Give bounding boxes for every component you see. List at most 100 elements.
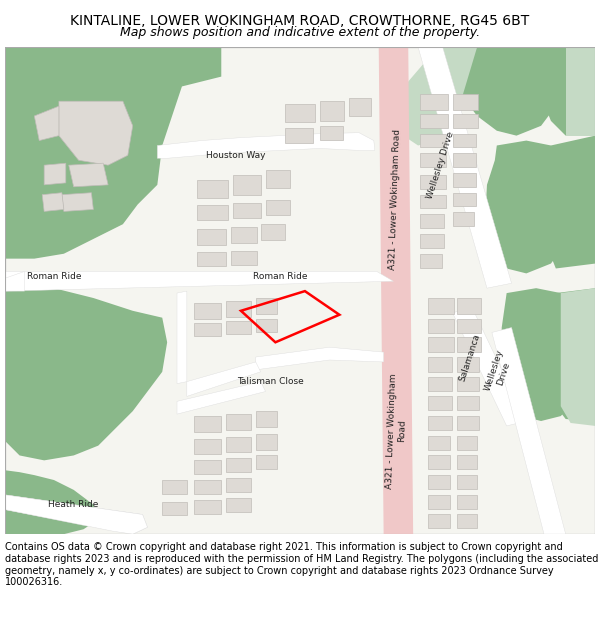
Bar [194, 416, 221, 432]
Bar [420, 114, 448, 128]
Polygon shape [157, 132, 375, 158]
Bar [226, 437, 251, 452]
Bar [452, 173, 476, 187]
Bar [452, 94, 478, 110]
Bar [197, 252, 226, 266]
Text: Roman Ride: Roman Ride [253, 272, 308, 281]
Polygon shape [546, 136, 595, 269]
Polygon shape [5, 495, 148, 534]
Bar [162, 480, 187, 494]
Polygon shape [398, 47, 477, 146]
Polygon shape [5, 495, 148, 534]
Bar [457, 319, 481, 333]
Polygon shape [457, 47, 556, 136]
Polygon shape [177, 291, 187, 384]
Bar [457, 396, 479, 410]
Bar [162, 502, 187, 516]
Bar [420, 134, 446, 148]
Polygon shape [418, 47, 512, 288]
Bar [226, 478, 251, 492]
Bar [226, 301, 251, 317]
Bar [256, 434, 277, 449]
Text: Map shows position and indicative extent of the property.: Map shows position and indicative extent… [120, 26, 480, 39]
Bar [457, 416, 479, 430]
Bar [428, 495, 449, 509]
Polygon shape [5, 283, 167, 461]
Bar [452, 134, 476, 148]
Polygon shape [69, 163, 108, 187]
Bar [452, 153, 476, 167]
Polygon shape [452, 308, 526, 426]
Bar [226, 498, 251, 511]
Text: A321 - Lower Wokingham
Road: A321 - Lower Wokingham Road [385, 372, 408, 489]
Bar [285, 104, 315, 122]
Bar [457, 456, 477, 469]
Bar [420, 175, 446, 189]
Bar [266, 170, 290, 187]
Bar [194, 500, 221, 514]
Bar [197, 180, 228, 198]
Text: Houston Way: Houston Way [206, 151, 266, 160]
Bar [428, 436, 449, 449]
Bar [452, 114, 478, 128]
Bar [226, 458, 251, 472]
Bar [420, 94, 448, 110]
Bar [194, 480, 221, 494]
Polygon shape [379, 47, 413, 534]
Bar [428, 338, 454, 352]
Text: Contains OS data © Crown copyright and database right 2021. This information is : Contains OS data © Crown copyright and d… [5, 542, 598, 588]
Polygon shape [177, 382, 266, 414]
Bar [420, 153, 446, 167]
Bar [194, 439, 221, 454]
Polygon shape [5, 470, 98, 534]
Polygon shape [551, 288, 595, 421]
Polygon shape [5, 47, 221, 259]
Bar [233, 175, 260, 194]
Bar [428, 416, 452, 430]
Bar [428, 357, 452, 372]
Bar [194, 303, 221, 319]
Bar [256, 456, 277, 469]
Bar [428, 456, 449, 469]
Bar [194, 461, 221, 474]
Bar [428, 396, 452, 410]
Bar [428, 514, 449, 528]
Polygon shape [62, 192, 94, 211]
Bar [226, 414, 251, 430]
Text: Wellesley Drive: Wellesley Drive [425, 131, 456, 200]
Bar [420, 234, 443, 248]
Bar [349, 98, 371, 116]
Bar [457, 436, 477, 449]
Bar [320, 126, 343, 139]
Text: Wellesley
Drive: Wellesley Drive [483, 348, 515, 395]
Polygon shape [5, 271, 25, 291]
Bar [266, 199, 290, 216]
Text: Salamanca: Salamanca [457, 332, 481, 382]
Bar [457, 298, 481, 314]
Bar [231, 251, 257, 264]
Bar [428, 319, 454, 333]
Bar [457, 338, 481, 352]
Polygon shape [59, 101, 133, 165]
Bar [452, 213, 474, 226]
Bar [420, 254, 442, 268]
Bar [457, 514, 477, 528]
Polygon shape [5, 271, 394, 291]
Bar [256, 411, 277, 427]
Bar [457, 475, 477, 489]
Bar [457, 357, 479, 372]
Polygon shape [492, 328, 566, 534]
Bar [428, 377, 452, 391]
Bar [457, 377, 479, 391]
Bar [260, 224, 285, 240]
Bar [428, 475, 449, 489]
Polygon shape [485, 141, 566, 273]
Bar [197, 204, 228, 220]
Bar [420, 194, 446, 209]
Bar [256, 319, 277, 332]
Bar [320, 101, 344, 121]
Bar [233, 202, 260, 218]
Text: KINTALINE, LOWER WOKINGHAM ROAD, CROWTHORNE, RG45 6BT: KINTALINE, LOWER WOKINGHAM ROAD, CROWTHO… [70, 14, 530, 28]
Bar [420, 214, 443, 228]
Polygon shape [502, 288, 575, 421]
